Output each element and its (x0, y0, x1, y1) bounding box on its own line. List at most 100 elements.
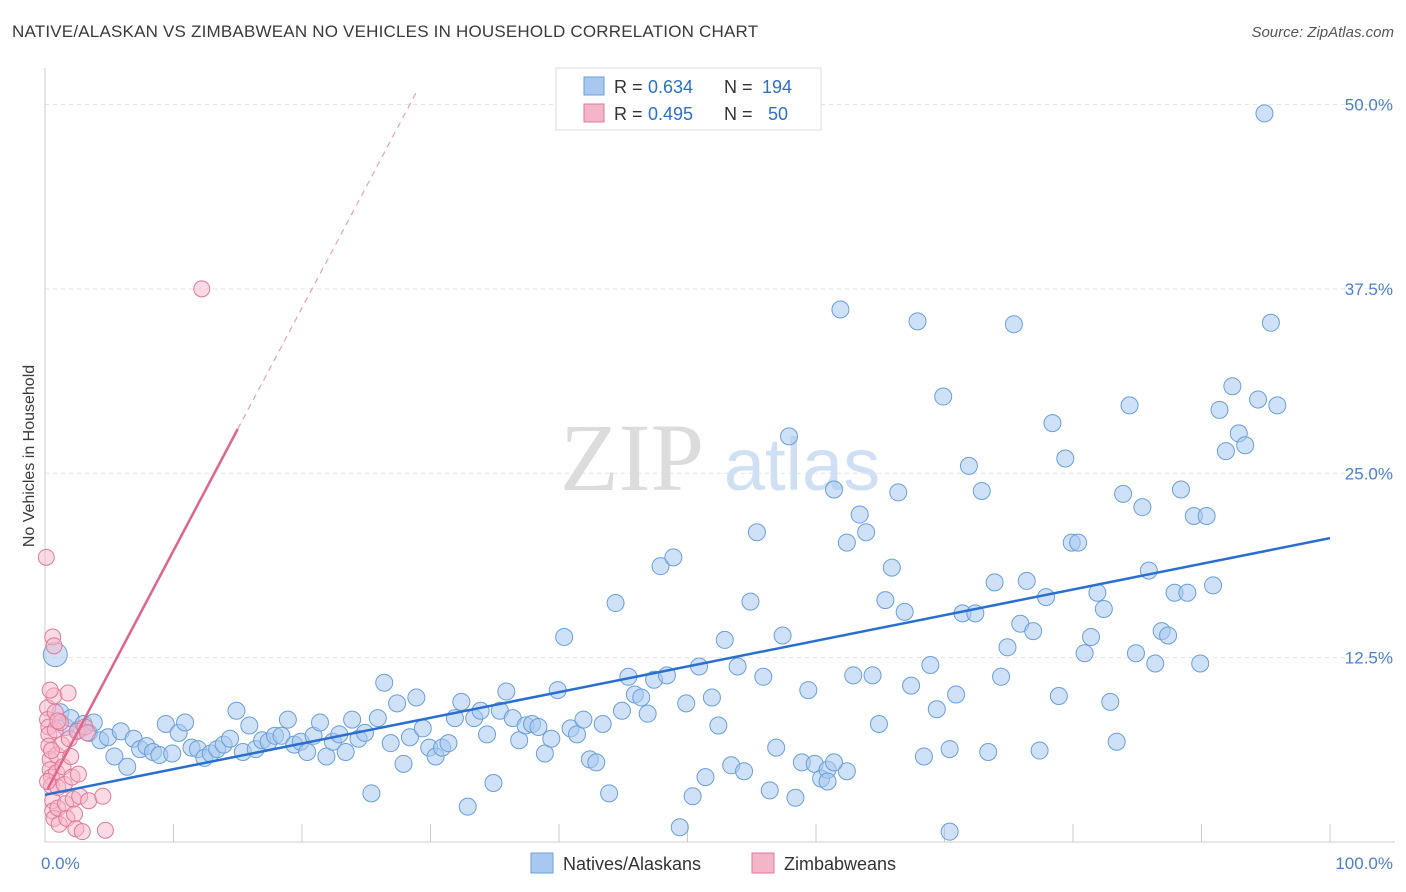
data-point-natives-alaskans (240, 716, 259, 735)
data-point-natives-alaskans (889, 483, 908, 502)
data-point-natives-alaskans (677, 694, 696, 713)
data-point-natives-alaskans (902, 676, 921, 695)
data-point-natives-alaskans (1133, 498, 1152, 517)
data-point-natives-alaskans (484, 774, 503, 792)
data-point-natives-alaskans (1056, 449, 1075, 468)
data-point-zimbabweans (78, 724, 96, 742)
data-point-natives-alaskans (478, 725, 497, 744)
legend-r-value-pink: 0.495 (648, 104, 693, 124)
data-point-natives-alaskans (606, 594, 625, 613)
data-point-natives-alaskans (1197, 507, 1216, 526)
data-point-natives-alaskans (336, 743, 355, 762)
data-point-natives-alaskans (542, 729, 561, 748)
data-point-natives-alaskans (176, 713, 195, 732)
y-tick-label: 25.0% (1345, 464, 1393, 483)
y-tick-label: 50.0% (1345, 96, 1393, 115)
data-point-natives-alaskans (914, 747, 933, 766)
data-point-natives-alaskans (1004, 315, 1023, 334)
data-point-natives-alaskans (400, 728, 419, 747)
data-point-natives-alaskans (1216, 442, 1235, 461)
data-point-natives-alaskans (368, 709, 387, 728)
data-point-natives-alaskans (394, 754, 413, 773)
data-point-natives-alaskans (612, 701, 631, 720)
data-point-natives-alaskans (1094, 599, 1113, 618)
data-point-natives-alaskans (221, 729, 240, 748)
data-point-natives-alaskans (1081, 627, 1100, 646)
data-point-natives-alaskans (934, 387, 953, 406)
data-point-natives-alaskans (709, 716, 728, 735)
data-point-natives-alaskans (1210, 400, 1229, 419)
data-point-natives-alaskans (947, 685, 966, 704)
watermark-zip: ZIP (560, 404, 704, 511)
data-point-natives-alaskans (471, 701, 490, 720)
data-point-natives-alaskans (1049, 686, 1068, 705)
data-point-natives-alaskans (869, 715, 888, 733)
data-point-natives-alaskans (837, 762, 856, 781)
data-point-natives-alaskans (1191, 654, 1210, 673)
data-point-natives-alaskans (1101, 692, 1120, 711)
data-point-natives-alaskans (439, 734, 458, 753)
data-point-zimbabweans (39, 773, 57, 791)
data-point-natives-alaskans (163, 744, 182, 763)
data-point-zimbabweans (37, 548, 55, 566)
stats-legend: R = 0.634 N = 194 R = 0.495 N = 50 (555, 67, 822, 131)
data-point-zimbabweans (193, 280, 211, 298)
data-point-natives-alaskans (741, 592, 760, 611)
data-point-natives-alaskans (407, 688, 426, 707)
watermark: ZIP atlas (560, 404, 880, 511)
data-point-zimbabweans (42, 742, 60, 760)
data-point-natives-alaskans (388, 694, 407, 713)
data-point-natives-alaskans (940, 822, 959, 841)
legend-r-label-blue: R = (614, 77, 643, 97)
data-point-natives-alaskans (760, 781, 779, 800)
data-point-natives-alaskans (1178, 583, 1197, 602)
data-point-natives-alaskans (413, 719, 432, 738)
data-point-natives-alaskans (375, 673, 394, 692)
data-point-natives-alaskans (767, 738, 786, 757)
trendlines (44, 89, 1331, 797)
data-point-natives-alaskans (818, 772, 837, 791)
data-point-natives-alaskans (1069, 533, 1088, 552)
data-point-natives-alaskans (876, 591, 895, 610)
watermark-atlas: atlas (724, 423, 880, 506)
data-point-natives-alaskans (555, 627, 574, 646)
data-point-natives-alaskans (529, 717, 548, 736)
data-point-natives-alaskans (1146, 654, 1165, 673)
data-point-natives-alaskans (1159, 626, 1178, 645)
data-point-natives-alaskans (715, 630, 734, 649)
data-point-natives-alaskans (1261, 313, 1280, 332)
data-point-zimbabweans (45, 637, 63, 655)
data-point-natives-alaskans (298, 743, 317, 762)
data-point-natives-alaskans (497, 682, 516, 701)
data-point-natives-alaskans (696, 768, 715, 787)
data-point-natives-alaskans (702, 688, 721, 707)
data-point-natives-alaskans (452, 692, 471, 711)
data-point-natives-alaskans (780, 427, 799, 446)
chart-title: NATIVE/ALASKAN VS ZIMBABWEAN NO VEHICLES… (12, 22, 759, 41)
data-point-natives-alaskans (683, 787, 702, 806)
data-point-natives-alaskans (670, 818, 689, 837)
data-point-natives-alaskans (227, 701, 246, 720)
data-point-natives-alaskans (837, 533, 856, 552)
data-point-zimbabweans (59, 684, 77, 702)
data-point-natives-alaskans (574, 710, 593, 729)
legend-r-value-blue: 0.634 (648, 77, 693, 97)
data-point-natives-alaskans (1030, 741, 1049, 760)
data-point-natives-alaskans (831, 300, 850, 319)
data-point-natives-alaskans (651, 557, 670, 576)
data-point-natives-alaskans (850, 505, 869, 524)
data-point-natives-alaskans (921, 656, 940, 674)
data-point-natives-alaskans (728, 657, 747, 676)
data-point-natives-alaskans (1114, 484, 1133, 503)
data-point-natives-alaskans (1236, 436, 1255, 455)
data-point-natives-alaskans (156, 715, 175, 733)
data-point-natives-alaskans (1223, 377, 1242, 396)
data-point-natives-alaskans (773, 626, 792, 645)
data-point-zimbabweans (96, 821, 114, 839)
data-point-natives-alaskans (747, 523, 766, 542)
data-point-natives-alaskans (799, 681, 818, 700)
x-tick-label: 0.0% (41, 854, 80, 873)
data-point-natives-alaskans (959, 456, 978, 475)
data-point-natives-alaskans (979, 743, 998, 762)
